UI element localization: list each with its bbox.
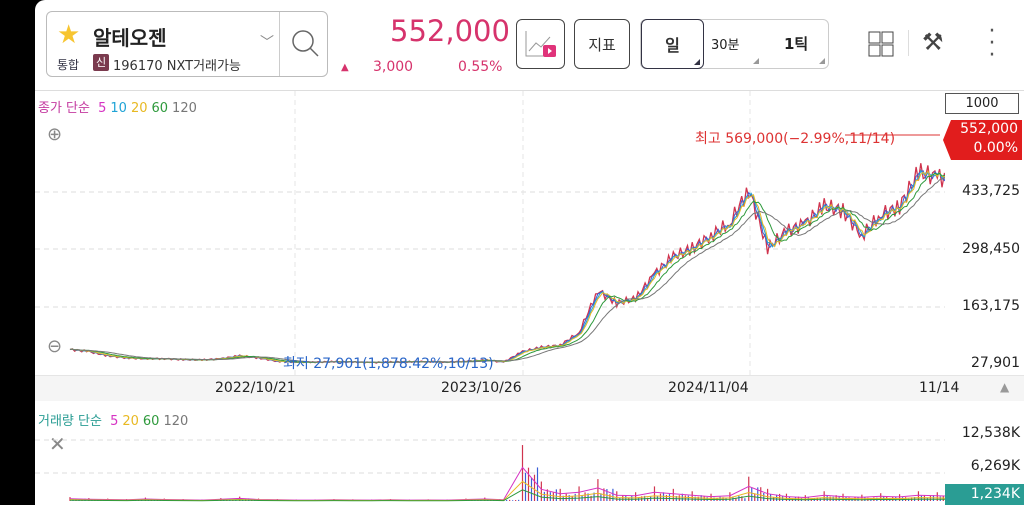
high-price-label: 최고 569,000(−2.99%,11/14) <box>695 131 896 147</box>
price-axis-label: 433,725 <box>962 183 1020 199</box>
legend-item: 20 <box>122 414 139 429</box>
volume-axis: 12,538K 6,269K <box>940 401 1024 505</box>
chart-video-button[interactable] <box>516 19 565 69</box>
legend-item: 5 <box>110 414 119 429</box>
ma-legend-title: 종가 단순 <box>38 101 90 116</box>
current-price-tag-rate: 0.00% <box>973 140 1018 156</box>
legend-item: 120 <box>172 101 197 116</box>
change-rate: 0.55% <box>458 59 503 75</box>
current-price-tag: 552,000 0.00% <box>943 120 1022 160</box>
volume-chart[interactable] <box>35 401 945 505</box>
volume-ma-5-line <box>69 466 945 501</box>
price-change: 3,000 <box>373 59 414 75</box>
legend-item: 20 <box>130 101 148 116</box>
price-axis-label: 298,450 <box>962 241 1020 257</box>
ma-20-line <box>69 170 945 364</box>
scroll-arrow-icon[interactable]: ▲ <box>1000 380 1010 394</box>
stock-code: 196170 NXT거래가능 <box>113 59 241 74</box>
legend-item: 10 <box>110 101 127 116</box>
favorite-star-icon[interactable]: ★ <box>57 20 81 50</box>
legend-item: 60 <box>151 101 169 116</box>
stock-selector[interactable]: ★ 알테오젠 ﹀ 통합 신 196170 NXT거래가능 <box>46 11 328 77</box>
current-price: 552,000 <box>390 14 510 48</box>
chevron-down-icon[interactable]: ﹀ <box>260 35 274 51</box>
volume-legend[interactable]: 거래량 단순 5 20 60 120 <box>38 410 188 429</box>
ma-legend[interactable]: 종가 단순 5 10 20 60 120 <box>38 97 197 116</box>
dropdown-corner-icon <box>819 58 825 64</box>
price-line <box>69 163 945 364</box>
legend-item: 120 <box>163 414 189 429</box>
close-icon[interactable]: ✕ <box>49 432 66 456</box>
up-arrow-icon: ▲ <box>341 62 349 73</box>
new-badge: 신 <box>93 54 109 71</box>
low-price-label: 최저 27,901(1,878.42%,10/13) <box>283 356 494 372</box>
date-label: 2024/11/04 <box>668 380 749 396</box>
date-label: 2022/10/21 <box>215 380 296 396</box>
current-volume-tag: 1,234K <box>945 484 1024 505</box>
legend-item: 60 <box>142 414 160 429</box>
zoom-in-icon[interactable]: ⊕ <box>47 124 63 145</box>
divider <box>35 90 1024 91</box>
chart-play-icon <box>525 31 556 57</box>
volume-legend-title: 거래량 단순 <box>38 414 102 429</box>
search-icon <box>292 30 319 57</box>
ma-5-line <box>69 170 945 364</box>
divider <box>908 30 909 56</box>
price-axis: 433,725 298,450 163,175 27,901 <box>940 91 1024 375</box>
dropdown-corner-icon <box>753 58 759 64</box>
dropdown-corner-icon <box>694 59 700 65</box>
layout-grid-icon[interactable] <box>868 31 894 57</box>
price-axis-label: 163,175 <box>962 298 1020 314</box>
volume-axis-label: 6,269K <box>970 458 1020 474</box>
legend-item: 5 <box>98 101 107 116</box>
volume-axis-label: 12,538K <box>961 425 1020 441</box>
date-label: 2023/10/26 <box>441 380 522 396</box>
period-minute-button[interactable]: 30분 <box>711 38 740 53</box>
period-tick-button[interactable]: 1틱 <box>784 35 809 53</box>
date-axis[interactable]: 2022/10/21 2023/10/26 2024/11/04 11/14 ▲ <box>35 375 1024 401</box>
ma-120-line <box>69 176 945 363</box>
stock-name: 알테오젠 <box>93 26 167 50</box>
zoom-out-icon[interactable]: ⊖ <box>47 336 63 357</box>
period-day-button[interactable]: 일 <box>641 19 704 69</box>
ma-10-line <box>69 169 945 364</box>
volume-ma-60-line <box>69 489 945 502</box>
price-chart[interactable] <box>35 91 945 375</box>
reference-value-box[interactable]: 1000 <box>945 93 1019 114</box>
volume-ma-20-line <box>69 480 945 502</box>
market-label: 통합 <box>57 58 80 72</box>
period-selector: 일 30분 1틱 <box>640 19 829 69</box>
price-axis-label: 27,901 <box>971 355 1020 371</box>
indicator-button[interactable]: 지표 <box>574 19 630 69</box>
search-button[interactable] <box>279 12 329 76</box>
settings-tools-icon[interactable]: ⚒ <box>922 28 944 56</box>
stock-chart-app: ★ 알테오젠 ﹀ 통합 신 196170 NXT거래가능 552,000 ▲ 3… <box>35 0 1024 505</box>
period-day-label: 일 <box>665 36 680 55</box>
date-label: 11/14 <box>919 380 960 396</box>
more-options-icon[interactable]: · · · <box>988 19 996 68</box>
current-price-tag-value: 552,000 <box>960 121 1018 137</box>
